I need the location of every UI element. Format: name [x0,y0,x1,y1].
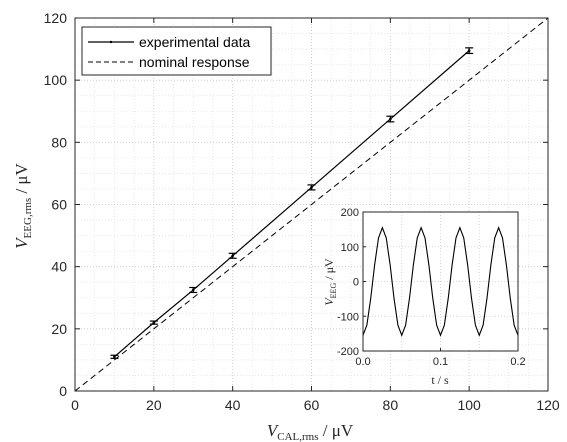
inset-y-tick-label: 0 [353,277,359,289]
data-point [152,321,156,324]
inset-y-tick-label: -100 [337,311,359,323]
y-tick-label: 20 [51,321,67,337]
x-tick-label: 20 [146,397,162,413]
x-tick-label: 80 [383,397,399,413]
x-tick-label: 120 [536,397,560,413]
inset-y-tick-label: 100 [341,242,359,254]
x-tick-label: 0 [71,397,79,413]
main-plot-frame [74,17,549,392]
legend-box [81,26,272,76]
legend-marker-experimental [109,40,113,44]
inset-y-tick-label: -200 [337,346,359,358]
x-tick-label: 60 [304,397,320,413]
data-point [310,186,313,189]
inset-x-tick-label: 0.0 [355,356,370,368]
x-axis-label-unit: / μV [319,421,354,440]
y-axis-label: VEEG,rms / μV [12,162,34,248]
legend-label-nominal: nominal response [139,54,250,70]
inset-grid [363,212,518,351]
data-point [191,288,195,292]
y-axis-label-sub: EEG,rms [22,198,34,239]
inset-x-tick-label: 0.1 [433,356,448,368]
inset-x-axis-label: t / s [431,373,449,387]
data-point [389,117,392,121]
legend-label-experimental: experimental data [139,34,251,50]
y-axis-label-unit: / μV [12,162,31,197]
x-axis-label: VCAL,rms / μV [267,421,354,442]
y-tick-label: 40 [51,259,67,275]
x-tick-label: 100 [457,397,481,413]
inset-y-label-main: V [322,297,336,306]
inset-y-label-unit: / μV [322,258,336,283]
inset-y-axis-label: VEEG / μV [322,258,338,306]
main-ticks: 0 20 40 60 80 100 120 0 20 40 60 80 100 120 [44,10,560,413]
inset-signal-line [362,226,519,337]
series-nominal-line [74,17,549,392]
y-axis-label-main: V [12,236,31,249]
legend: experimental data nominal response [81,26,272,76]
y-tick-label: 120 [44,10,68,26]
x-tick-label: 40 [225,397,241,413]
inset-ticks: 0.0 0.1 0.2 -200 -100 0 100 200 [337,207,526,368]
data-point [231,254,234,258]
y-tick-label: 60 [51,197,67,213]
inset-y-tick-label: 200 [341,207,359,219]
y-tick-label: 100 [44,72,68,88]
main-series [74,17,549,392]
x-axis-label-sub: CAL,rms [277,431,318,442]
y-tick-label: 80 [51,134,67,150]
y-tick-label: 0 [59,383,67,399]
data-point [113,355,116,359]
inset-x-tick-label: 0.2 [510,356,525,368]
inset-chart: 0.0 0.1 0.2 -200 -100 0 100 200 VEEG / μV t / s [322,207,526,387]
data-point [467,49,471,52]
inset-y-label-sub: EEG [329,283,338,299]
inset-plot-frame [362,211,519,352]
x-axis-label-main: V [267,421,280,440]
